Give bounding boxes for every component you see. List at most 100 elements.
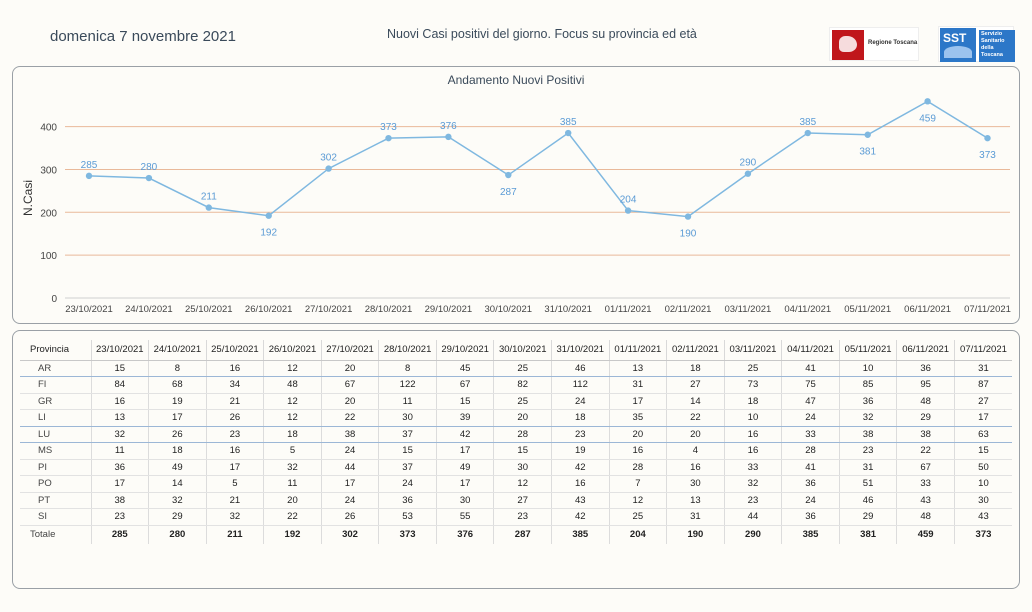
table-cell: 41 — [781, 459, 840, 476]
column-header-date: 04/11/2021 — [781, 340, 840, 361]
table-cell: 32 — [90, 426, 149, 443]
table-cell: 10 — [723, 409, 782, 427]
table-cell: 17 — [205, 459, 264, 476]
table-cell: 84 — [90, 376, 149, 394]
table-cell: 17 — [608, 393, 667, 410]
data-label: 385 — [799, 117, 816, 128]
table-cell: 12 — [263, 393, 322, 410]
table-cell: 18 — [263, 426, 322, 443]
column-header-date: 27/10/2021 — [320, 340, 379, 361]
table-cell: 18 — [723, 393, 782, 410]
table-cell: 280 — [148, 525, 207, 544]
x-tick-labels: 23/10/2021 24/10/2021 25/10/2021 26/10/2021… — [65, 304, 1011, 315]
table-cell: 373 — [378, 525, 437, 544]
data-point — [325, 165, 332, 172]
table-cell: 20 — [493, 409, 552, 427]
table-cell: 12 — [493, 475, 552, 493]
data-point — [984, 134, 991, 142]
table-cell: 38 — [320, 426, 379, 443]
table-row: PI 36 49 17 32 44 37 49 30 42 28 16 33 41 31 67 50 — [20, 459, 1012, 476]
table-cell: 32 — [723, 475, 782, 493]
table-row: PT 38 32 21 20 24 36 30 27 43 12 13 23 24 46 43 30 — [20, 492, 1012, 509]
column-header-date: 25/10/2021 — [205, 340, 264, 361]
x-tick-label: 24/10/2021 — [125, 304, 173, 315]
table-cell: 10 — [953, 475, 1012, 493]
table-cell: 19 — [551, 442, 610, 460]
data-label: 376 — [440, 121, 457, 132]
table-cell: 30 — [666, 475, 725, 493]
table-cell: 36 — [90, 459, 149, 476]
table-cell: 38 — [838, 426, 897, 443]
table-cell: 13 — [608, 360, 667, 377]
column-header-date: 24/10/2021 — [148, 340, 207, 361]
chart-title: Andamento Nuovi Positivi — [448, 73, 585, 87]
data-point — [145, 174, 153, 182]
table-cell: 26 — [320, 508, 379, 526]
x-tick-label: 30/10/2021 — [485, 304, 533, 315]
x-tick-label: 03/11/2021 — [724, 304, 771, 315]
y-tick-label: 400 — [40, 123, 57, 134]
table-cell: 36 — [781, 475, 840, 493]
table-cell: 16 — [723, 442, 782, 460]
table-cell: 32 — [838, 409, 897, 427]
table-cell: 67 — [320, 376, 379, 394]
data-label: 287 — [500, 187, 517, 198]
table-cell: 30 — [953, 492, 1012, 509]
table-cell: 23 — [838, 442, 897, 460]
table-cell: 44 — [320, 459, 379, 476]
data-point — [624, 207, 632, 214]
data-label: 302 — [320, 153, 337, 164]
sst-logo-line: Sanitario — [981, 38, 1005, 44]
table-cell: 21 — [205, 393, 264, 410]
column-header-date: 01/11/2021 — [608, 340, 667, 361]
table-cell: 287 — [493, 525, 552, 544]
x-tick-label: 31/10/2021 — [544, 304, 592, 315]
table-cell: 24 — [781, 492, 840, 509]
table-cell: 43 — [953, 508, 1012, 526]
table-cell: 31 — [608, 376, 667, 394]
table-row: FI 84 68 34 48 67 122 67 82 112 31 27 73 75 85 95 87 — [20, 376, 1012, 394]
table-cell: 25 — [608, 508, 667, 526]
x-tick-label: 28/10/2021 — [365, 304, 413, 315]
column-header-date: 31/10/2021 — [551, 340, 610, 361]
data-point — [804, 129, 811, 137]
x-tick-label: 01/11/2021 — [605, 304, 652, 315]
row-label: Totale — [30, 529, 56, 541]
table-cell: 15 — [493, 442, 552, 460]
total-row: Totale 285 280 211 192 302 373 376 287 385 204 190 2… — [20, 525, 1012, 544]
row-label: PT — [20, 492, 91, 509]
x-tick-label: 06/11/2021 — [904, 304, 951, 315]
data-point — [85, 172, 93, 180]
sst-logo-line: Toscana — [981, 52, 1003, 58]
table-cell: 43 — [551, 492, 610, 509]
table-cell: 32 — [263, 459, 322, 476]
table-cell: 17 — [320, 475, 379, 493]
table-cell: 24 — [320, 442, 379, 460]
table-cell: 55 — [435, 508, 494, 526]
table-cell: 31 — [953, 360, 1012, 377]
table-cell: 24 — [378, 475, 437, 493]
table-cell: 25 — [493, 393, 552, 410]
data-label: 285 — [81, 160, 98, 171]
y-tick-labels: 0 100 200 300 400 — [40, 123, 57, 305]
table-cell: 45 — [435, 360, 494, 377]
table-cell: 8 — [378, 360, 437, 377]
column-header-date: 30/10/2021 — [493, 340, 552, 361]
table-cell: 63 — [953, 426, 1012, 443]
table-cell: 376 — [435, 525, 494, 544]
table-cell: 5 — [263, 442, 322, 460]
table-cell: 53 — [378, 508, 437, 526]
table-cell: 23 — [205, 426, 264, 443]
data-point — [505, 171, 512, 179]
table-cell: 82 — [493, 376, 552, 394]
table-cell: 23 — [90, 508, 149, 526]
row-label: PI — [20, 459, 91, 476]
sst-logo: SST Servizio Sanitario della Toscana — [938, 26, 1015, 62]
table-cell: 18 — [148, 442, 207, 460]
table-cell: 36 — [896, 360, 955, 377]
data-point — [265, 212, 272, 219]
x-tick-label: 04/11/2021 — [784, 304, 831, 315]
table-cell: 27 — [666, 376, 725, 394]
x-tick-label: 25/10/2021 — [185, 304, 233, 315]
column-header-date: 28/10/2021 — [378, 340, 437, 361]
